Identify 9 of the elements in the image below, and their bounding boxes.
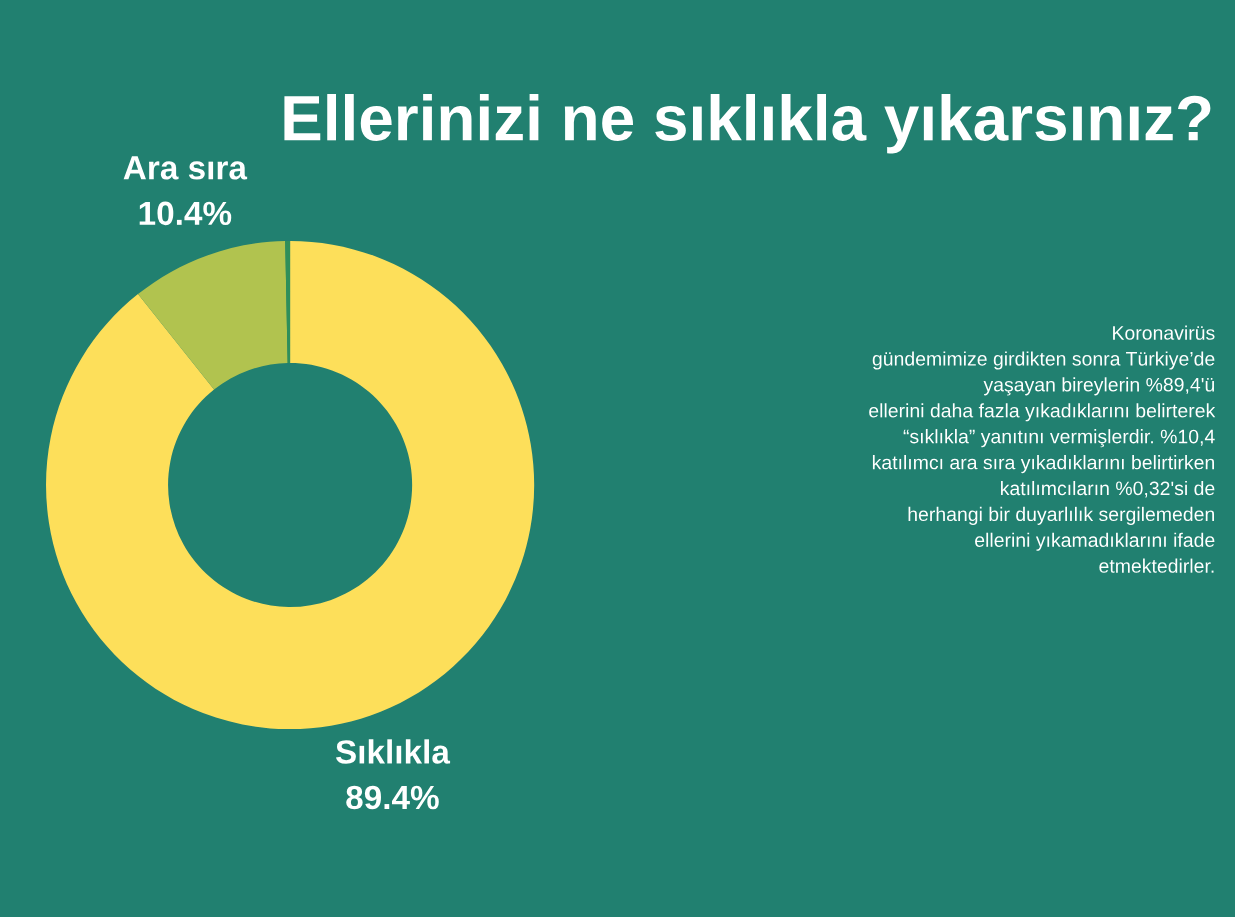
data-label: 10.4% (139, 201, 232, 226)
data-label: 89.4% (346, 785, 439, 810)
donut-slice (285, 240, 291, 363)
text: Koronavirüs gündemimize girdikten sonra Türkiye’de yaşayan bireylerin %89,4'ü ellerini daha fazla yıkadıklarını belirterek “sıklıkla” yanıtını vermişlerdir. %10,4 katılımcı ara sıra yıkadıklarını belirtirken katılımcıların %0,32'si de herhangi bir duyarlılık sergilemeden ellerini yıkamadıklarını ifade etmektedirler. (869, 325, 1216, 573)
donut-slice (46, 240, 535, 730)
slice-label: Sıklıkla (335, 739, 451, 764)
text: Ellerinizi ne sıklıkla yıkarsınız? (284, 94, 1211, 154)
donut-slice (138, 240, 288, 390)
slice-label: Ara sıra (123, 156, 248, 180)
